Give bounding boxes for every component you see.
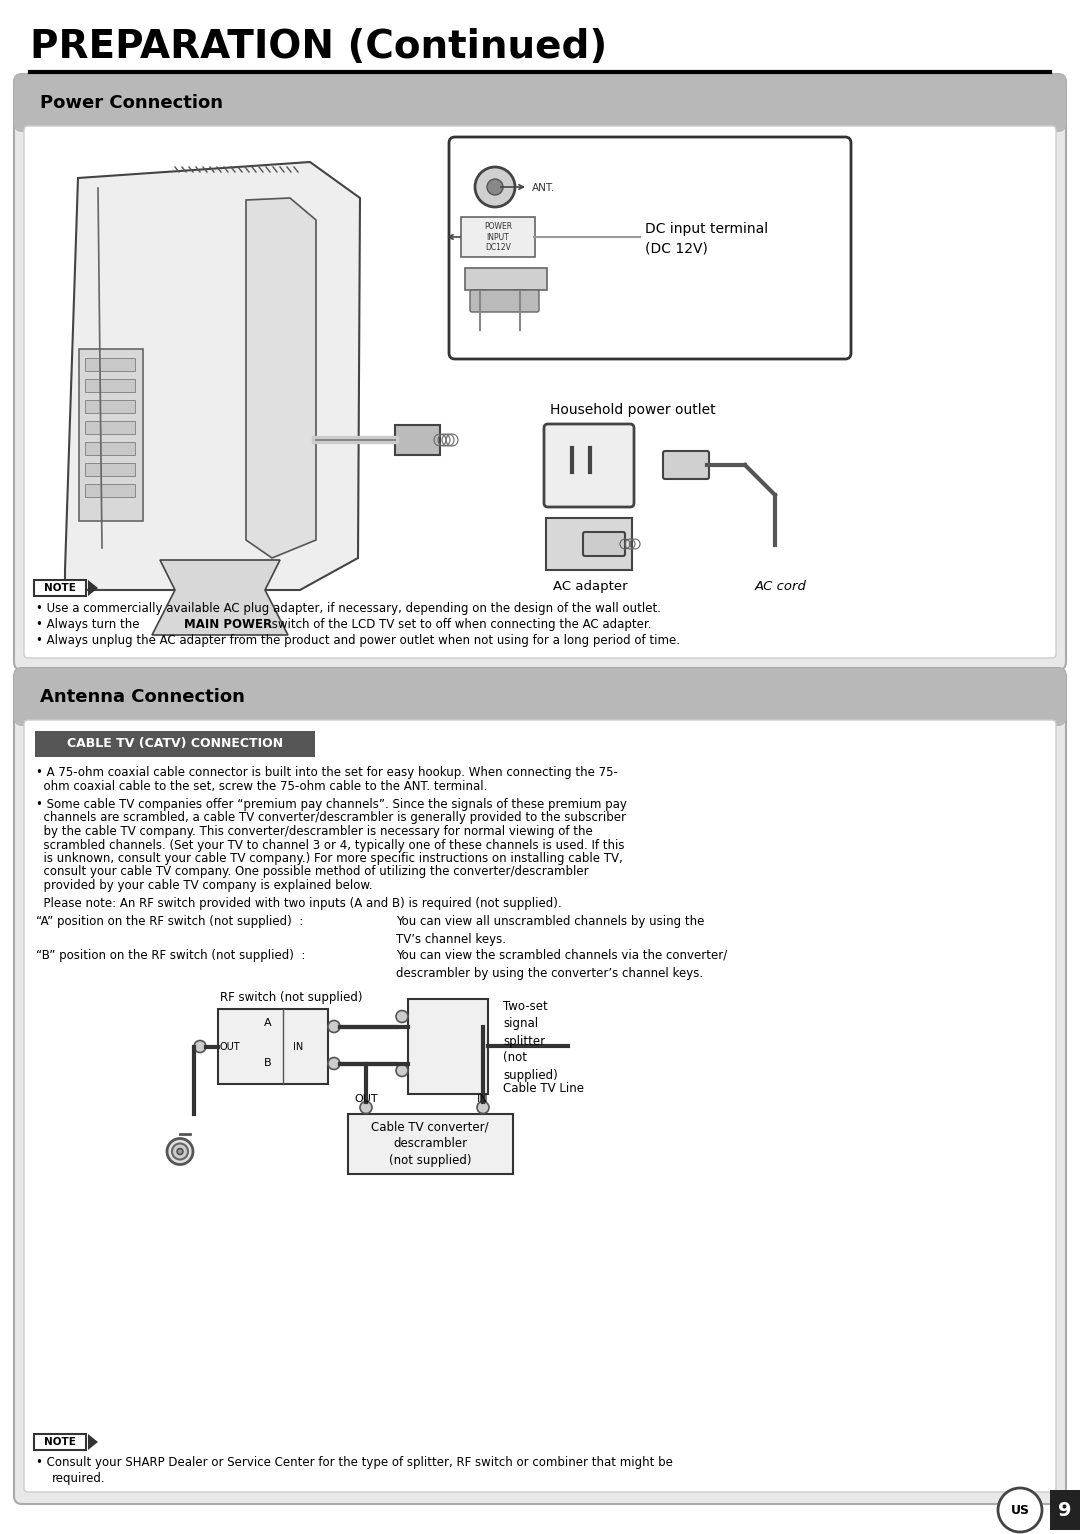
Circle shape xyxy=(487,179,503,195)
FancyBboxPatch shape xyxy=(583,532,625,555)
Polygon shape xyxy=(246,198,316,558)
Text: provided by your cable TV company is explained below.: provided by your cable TV company is exp… xyxy=(36,879,373,891)
Text: You can view all unscrambled channels by using the
TV’s channel keys.: You can view all unscrambled channels by… xyxy=(396,914,704,945)
FancyBboxPatch shape xyxy=(544,423,634,508)
Text: RF switch (not supplied): RF switch (not supplied) xyxy=(220,991,363,1003)
Bar xyxy=(85,357,135,371)
Text: by the cable TV company. This converter/descrambler is necessary for normal view: by the cable TV company. This converter/… xyxy=(36,825,593,838)
FancyBboxPatch shape xyxy=(14,74,1066,132)
FancyBboxPatch shape xyxy=(449,137,851,359)
Text: MAIN POWER: MAIN POWER xyxy=(184,618,272,630)
Bar xyxy=(85,442,135,456)
FancyBboxPatch shape xyxy=(35,732,315,756)
Bar xyxy=(33,580,86,597)
FancyBboxPatch shape xyxy=(461,216,535,258)
Text: Antenna Connection: Antenna Connection xyxy=(40,689,245,706)
Bar xyxy=(22,706,1058,726)
Bar xyxy=(33,1434,86,1450)
Text: AC adapter: AC adapter xyxy=(553,580,627,594)
Text: IN: IN xyxy=(293,1042,303,1051)
Text: POWER
INPUT
DC12V: POWER INPUT DC12V xyxy=(484,222,512,252)
Text: ANT.: ANT. xyxy=(532,183,555,193)
Text: Cable TV converter/
descrambler
(not supplied): Cable TV converter/ descrambler (not sup… xyxy=(372,1120,489,1167)
Polygon shape xyxy=(152,560,288,635)
Bar xyxy=(465,268,546,290)
FancyBboxPatch shape xyxy=(14,667,1066,726)
Text: A: A xyxy=(265,1017,272,1028)
Text: • Always turn the: • Always turn the xyxy=(36,618,144,630)
Circle shape xyxy=(396,1065,408,1077)
Bar xyxy=(22,112,1058,132)
Text: Power Connection: Power Connection xyxy=(40,94,222,112)
Text: CABLE TV (CATV) CONNECTION: CABLE TV (CATV) CONNECTION xyxy=(67,738,283,750)
FancyBboxPatch shape xyxy=(14,74,1066,670)
Polygon shape xyxy=(87,1434,98,1450)
FancyBboxPatch shape xyxy=(663,451,708,479)
Circle shape xyxy=(194,1040,206,1052)
Circle shape xyxy=(360,1101,372,1114)
Text: NOTE: NOTE xyxy=(44,1437,76,1447)
Text: • Use a commercially available AC plug adapter, if necessary, depending on the d: • Use a commercially available AC plug a… xyxy=(36,601,661,615)
Bar xyxy=(85,463,135,476)
Text: ohm coaxial cable to the set, screw the 75-ohm cable to the ANT. terminal.: ohm coaxial cable to the set, screw the … xyxy=(36,779,487,793)
FancyBboxPatch shape xyxy=(14,667,1066,1503)
Bar xyxy=(85,379,135,393)
Bar xyxy=(218,1008,328,1083)
Text: 9: 9 xyxy=(1058,1500,1071,1520)
Text: OUT: OUT xyxy=(354,1094,378,1103)
Text: • Consult your SHARP Dealer or Service Center for the type of splitter, RF switc: • Consult your SHARP Dealer or Service C… xyxy=(36,1456,673,1470)
Text: PREPARATION (Continued): PREPARATION (Continued) xyxy=(30,28,607,66)
Text: switch of the LCD TV set to off when connecting the AC adapter.: switch of the LCD TV set to off when con… xyxy=(268,618,651,630)
Bar xyxy=(85,420,135,434)
Polygon shape xyxy=(65,163,360,591)
Circle shape xyxy=(998,1488,1042,1532)
Polygon shape xyxy=(87,580,98,597)
Text: Household power outlet: Household power outlet xyxy=(550,403,716,417)
Text: Please note: An RF switch provided with two inputs (A and B) is required (not su: Please note: An RF switch provided with … xyxy=(36,896,562,910)
Text: • A 75-ohm coaxial cable connector is built into the set for easy hookup. When c: • A 75-ohm coaxial cable connector is bu… xyxy=(36,765,618,779)
Text: • Some cable TV companies offer “premium pay channels”. Since the signals of the: • Some cable TV companies offer “premium… xyxy=(36,798,626,811)
Text: channels are scrambled, a cable TV converter/descrambler is generally provided t: channels are scrambled, a cable TV conve… xyxy=(36,811,626,824)
FancyBboxPatch shape xyxy=(24,719,1056,1493)
FancyBboxPatch shape xyxy=(546,518,632,571)
Text: is unknown, consult your cable TV company.) For more specific instructions on in: is unknown, consult your cable TV compan… xyxy=(36,851,623,865)
Text: AC cord: AC cord xyxy=(755,580,807,594)
Text: Two-set
signal
splitter
(not
supplied): Two-set signal splitter (not supplied) xyxy=(503,1000,557,1081)
FancyBboxPatch shape xyxy=(470,290,539,311)
Text: “A” position on the RF switch (not supplied)  :: “A” position on the RF switch (not suppl… xyxy=(36,914,303,928)
FancyBboxPatch shape xyxy=(24,126,1056,658)
Circle shape xyxy=(172,1143,188,1160)
Text: consult your cable TV company. One possible method of utilizing the converter/de: consult your cable TV company. One possi… xyxy=(36,865,589,879)
Text: IN: IN xyxy=(477,1094,489,1103)
Bar xyxy=(395,425,440,456)
Text: NOTE: NOTE xyxy=(44,583,76,594)
Bar xyxy=(408,999,488,1094)
Text: You can view the scrambled channels via the converter/
descrambler by using the : You can view the scrambled channels via … xyxy=(396,948,727,980)
Circle shape xyxy=(328,1057,340,1069)
Text: • Always unplug the AC adapter from the product and power outlet when not using : • Always unplug the AC adapter from the … xyxy=(36,634,680,647)
Text: B: B xyxy=(265,1058,272,1069)
Circle shape xyxy=(475,167,515,207)
Text: required.: required. xyxy=(52,1473,106,1485)
Bar xyxy=(85,400,135,413)
Text: OUT: OUT xyxy=(219,1042,241,1051)
Circle shape xyxy=(167,1138,193,1164)
Circle shape xyxy=(177,1149,183,1155)
Text: DC input terminal
(DC 12V): DC input terminal (DC 12V) xyxy=(645,222,768,256)
FancyBboxPatch shape xyxy=(79,350,143,522)
Circle shape xyxy=(328,1020,340,1032)
Text: Cable TV Line: Cable TV Line xyxy=(503,1083,584,1095)
Text: “B” position on the RF switch (not supplied)  :: “B” position on the RF switch (not suppl… xyxy=(36,948,306,962)
Bar xyxy=(85,485,135,497)
Bar xyxy=(1050,1490,1080,1529)
Text: scrambled channels. (Set your TV to channel 3 or 4, typically one of these chann: scrambled channels. (Set your TV to chan… xyxy=(36,839,624,851)
Text: US: US xyxy=(1011,1503,1029,1517)
Circle shape xyxy=(396,1011,408,1023)
Bar xyxy=(348,1114,513,1174)
Circle shape xyxy=(477,1101,489,1114)
